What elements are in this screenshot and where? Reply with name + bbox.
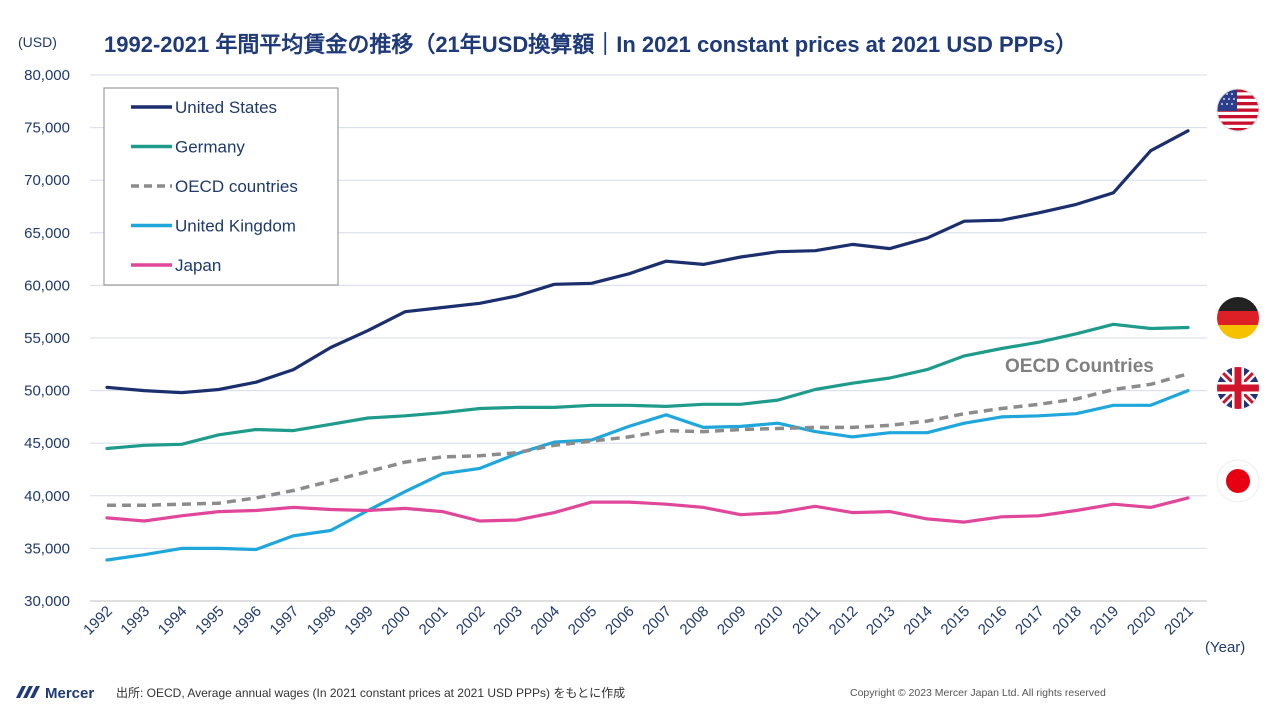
x-tick-label: 2004 xyxy=(528,603,564,639)
x-tick-label: 2001 xyxy=(416,603,452,639)
y-tick-label: 80,000 xyxy=(24,67,70,84)
x-tick-label: 2017 xyxy=(1012,603,1048,639)
series-line-oecd-countries xyxy=(107,372,1189,508)
x-tick-label: 2021 xyxy=(1161,603,1197,639)
x-tick-label: 2011 xyxy=(789,603,824,638)
x-tick-label: 2014 xyxy=(900,603,936,639)
y-tick-label: 75,000 xyxy=(24,120,70,137)
x-tick-label: 2016 xyxy=(975,603,1011,639)
y-tick-label: 60,000 xyxy=(24,277,70,294)
legend-label: Japan xyxy=(175,256,221,275)
legend-label: United Kingdom xyxy=(175,217,296,236)
uk-flag-icon xyxy=(1217,367,1259,409)
y-tick-label: 50,000 xyxy=(24,383,70,400)
x-tick-label: 2012 xyxy=(826,603,862,639)
series-line-japan xyxy=(105,496,1190,524)
x-tick-label: 2010 xyxy=(751,603,787,639)
x-tick-label: 2003 xyxy=(490,603,526,639)
series-line-united-kingdom xyxy=(105,389,1190,562)
x-tick-label: 2000 xyxy=(378,603,414,639)
legend-label: Germany xyxy=(175,138,245,157)
x-tick-label: 1992 xyxy=(80,603,116,639)
x-tick-label: 1998 xyxy=(304,603,340,639)
mercer-logo-icon xyxy=(16,686,40,698)
series-line-united-states xyxy=(105,129,1190,395)
x-tick-label: 1993 xyxy=(117,603,153,639)
x-tick-label: 1997 xyxy=(267,603,303,639)
japan-flag-icon xyxy=(1216,459,1260,503)
x-tick-label: 2006 xyxy=(602,603,638,639)
y-tick-label: 45,000 xyxy=(24,435,70,452)
y-tick-label: 35,000 xyxy=(24,540,70,557)
x-tick-label: 1996 xyxy=(229,603,265,639)
y-tick-label: 40,000 xyxy=(24,488,70,505)
x-tick-label: 2018 xyxy=(1049,603,1085,639)
us-flag-icon xyxy=(1216,88,1260,132)
x-tick-label: 2008 xyxy=(677,603,713,639)
oecd-countries-annotation: OECD Countries xyxy=(1005,356,1154,377)
y-tick-label: 70,000 xyxy=(24,172,70,189)
x-tick-label: 2020 xyxy=(1124,603,1160,639)
x-tick-label: 1999 xyxy=(341,603,377,639)
y-tick-label: 65,000 xyxy=(24,225,70,242)
mercer-brand-name: Mercer xyxy=(45,685,94,702)
y-tick-label: 30,000 xyxy=(24,593,70,610)
y-tick-label: 55,000 xyxy=(24,330,70,347)
x-tick-label: 1994 xyxy=(155,603,191,639)
x-tick-label: 2007 xyxy=(639,603,675,639)
series-lines xyxy=(105,129,1190,562)
x-axis-unit-label: (Year) xyxy=(1205,639,1245,656)
x-tick-label: 2013 xyxy=(863,603,899,639)
mercer-logo: Mercer xyxy=(16,685,94,702)
x-axis-ticks: 1992 1993 1994 1995 1996 1997 1998 1999 2000 2001… xyxy=(80,603,1197,639)
y-axis-ticks: 30,000 35,000 40,000 45,000 50,000 55,000 60,0… xyxy=(24,67,70,610)
legend-box xyxy=(103,87,339,286)
y-axis-unit-label: (USD) xyxy=(18,34,57,50)
legend: United States Germany OECD countries United… xyxy=(103,87,339,286)
x-tick-label: 2009 xyxy=(714,603,750,639)
x-tick-label: 1995 xyxy=(192,603,228,639)
legend-label: OECD countries xyxy=(175,177,298,196)
source-note: 出所: OECD, Average annual wages (In 2021 … xyxy=(116,686,625,700)
legend-label: United States xyxy=(175,98,277,117)
copyright-note: Copyright © 2023 Mercer Japan Ltd. All r… xyxy=(850,687,1106,699)
x-tick-label: 2002 xyxy=(453,603,489,639)
x-tick-label: 2005 xyxy=(565,603,601,639)
x-tick-label: 2019 xyxy=(1087,603,1123,639)
chart-title: 1992-2021 年間平均賃金の推移（21年USD換算額｜In 2021 co… xyxy=(104,32,1077,57)
series-line-germany xyxy=(105,322,1190,451)
x-tick-label: 2015 xyxy=(938,603,974,639)
germany-flag-icon xyxy=(1217,297,1259,339)
